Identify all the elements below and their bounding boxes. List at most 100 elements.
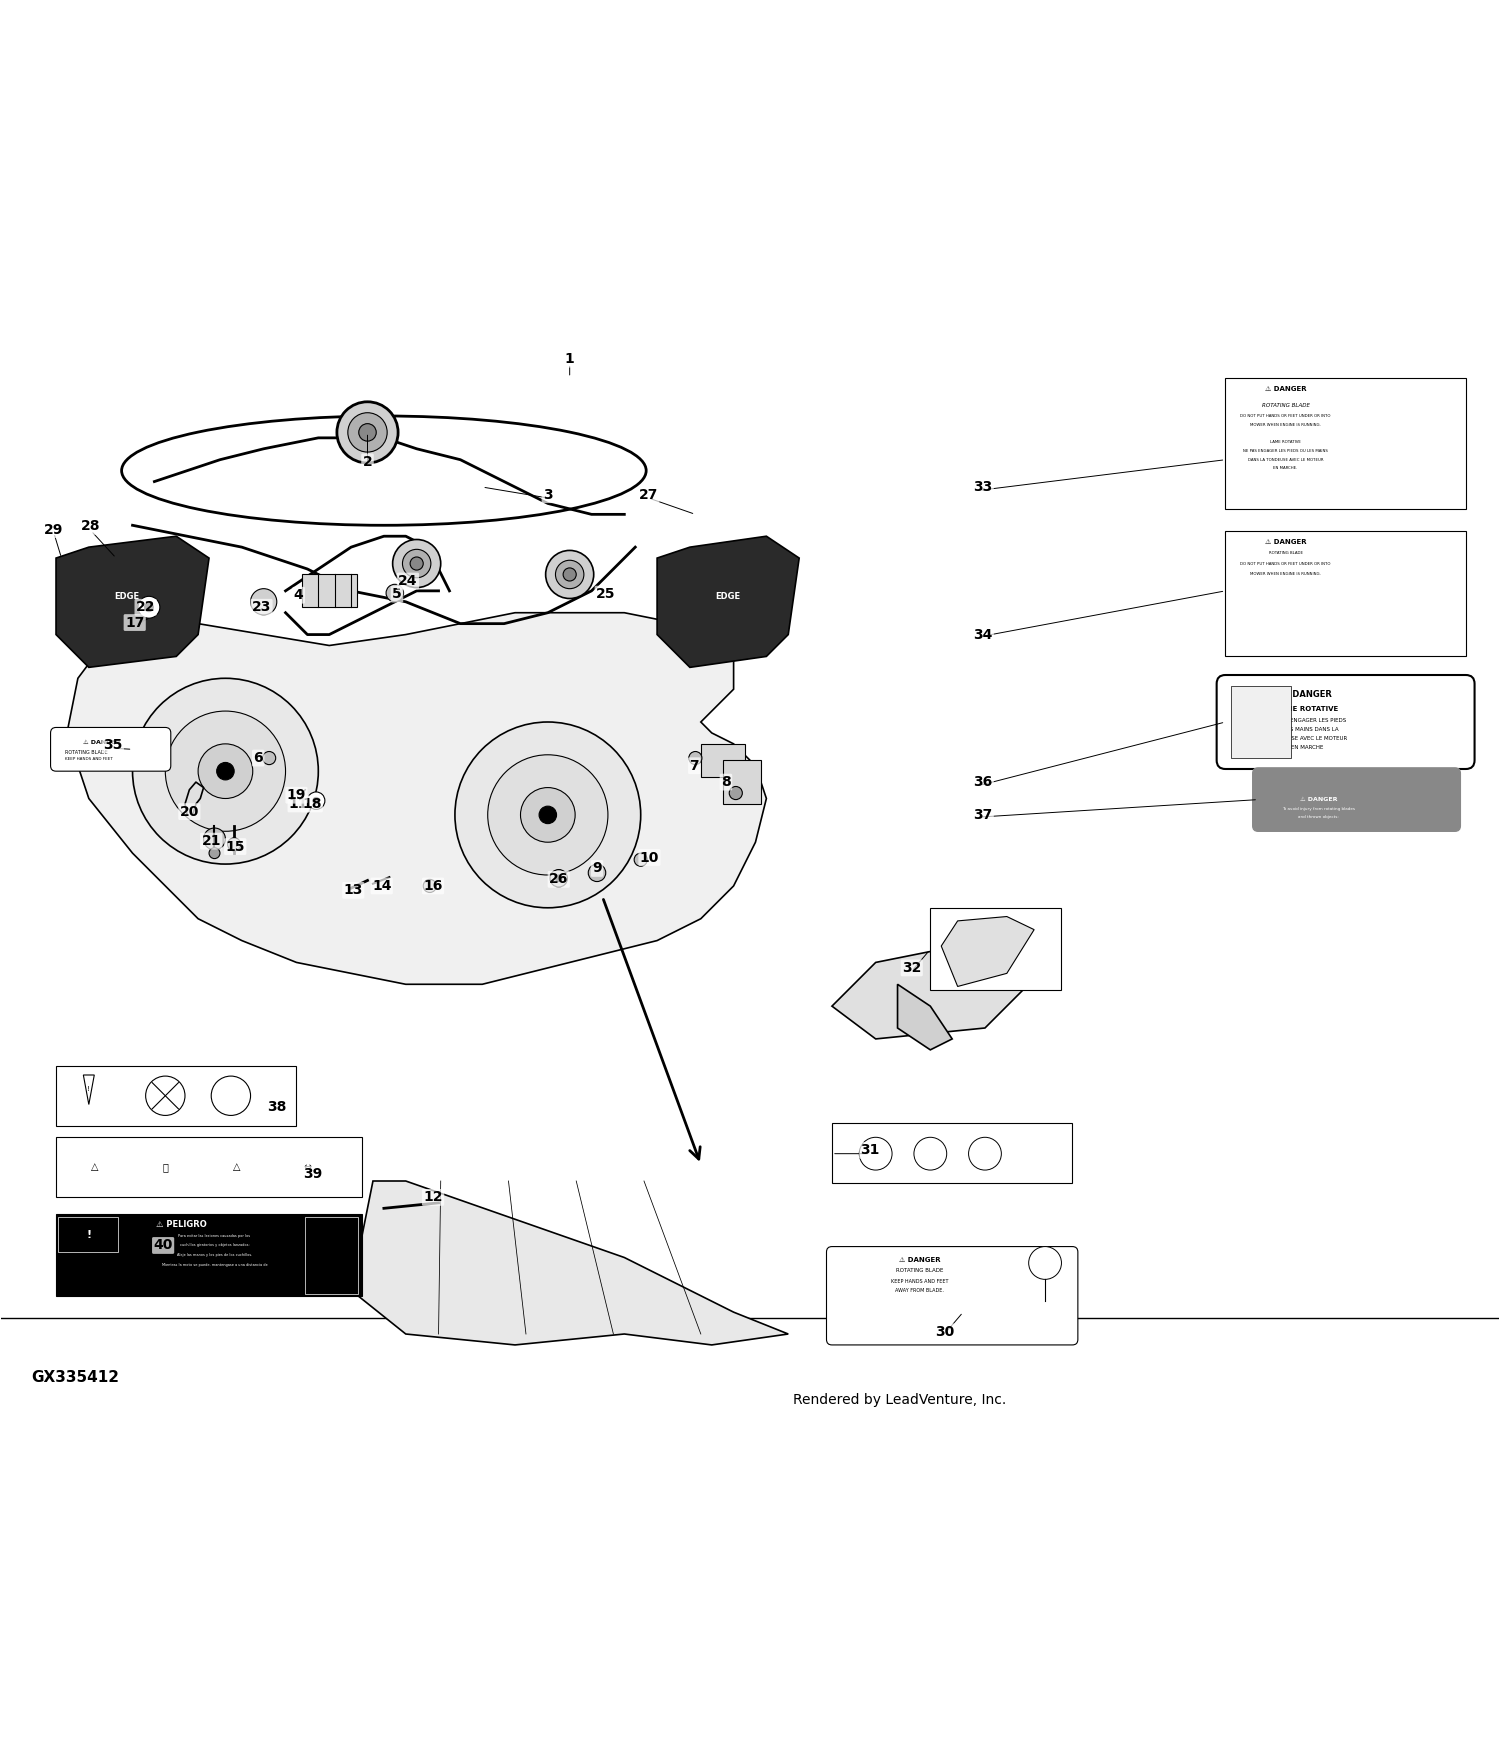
Circle shape [969,1138,1002,1171]
Text: EN MARCHE.: EN MARCHE. [1274,467,1298,471]
Circle shape [308,793,326,810]
Circle shape [348,413,387,452]
Text: ⚠ DANGER: ⚠ DANGER [84,740,122,746]
FancyArrowPatch shape [603,900,700,1158]
Text: EDGE: EDGE [114,592,140,600]
Text: ↔: ↔ [303,1162,312,1172]
Bar [700,744,744,777]
Circle shape [488,754,608,875]
Text: MOWER WHEN ENGINE IS RUNNING.: MOWER WHEN ENGINE IS RUNNING. [1250,572,1322,576]
Text: GX335412: GX335412 [32,1370,120,1386]
Circle shape [204,828,225,850]
Text: 28: 28 [81,520,100,534]
FancyBboxPatch shape [51,728,171,772]
Text: ROTATING BLADE: ROTATING BLADE [64,751,108,754]
Text: DANS LA TONDEUSE AVEC LE MOTEUR: DANS LA TONDEUSE AVEC LE MOTEUR [1248,458,1323,462]
Circle shape [423,878,436,892]
Polygon shape [56,536,208,667]
Text: NE PAS ENGAGER LES PIEDS OU LES MAINS: NE PAS ENGAGER LES PIEDS OU LES MAINS [1244,450,1328,453]
Text: 19: 19 [286,788,306,802]
Circle shape [1029,1246,1062,1279]
Text: 33: 33 [974,480,993,494]
Bar [1232,686,1292,758]
Text: ROTATING BLADE: ROTATING BLADE [1269,551,1302,555]
Text: cuchillos giratorios y objetos lanzados:: cuchillos giratorios y objetos lanzados: [180,1244,249,1248]
Text: 22: 22 [136,600,156,614]
Text: 37: 37 [974,808,993,822]
Text: 3: 3 [543,488,552,502]
Text: EN MARCHE: EN MARCHE [1292,746,1323,749]
Text: 17: 17 [124,616,144,630]
Text: 12: 12 [423,1190,442,1204]
Bar [58,1216,118,1251]
Text: 🔧: 🔧 [162,1162,168,1172]
Circle shape [410,556,423,570]
Text: Aleje las manos y los pies de los cuchillos.: Aleje las manos y los pies de los cuchil… [177,1253,252,1256]
Bar [56,1066,297,1127]
Bar [1226,378,1466,509]
FancyBboxPatch shape [1216,676,1474,768]
Text: 39: 39 [303,1167,322,1181]
Text: 1: 1 [566,352,574,366]
FancyBboxPatch shape [1252,768,1461,831]
Circle shape [216,763,234,780]
Circle shape [146,1076,184,1115]
Circle shape [209,847,220,859]
Circle shape [555,560,584,588]
Text: 25: 25 [596,588,615,602]
Text: 7: 7 [690,760,699,774]
Bar [930,908,1062,990]
Text: 11: 11 [290,796,309,810]
Text: 6: 6 [254,751,262,765]
Text: NE PAS ENGAGER LES PIEDS: NE PAS ENGAGER LES PIEDS [1269,719,1346,723]
Text: 40: 40 [153,1239,173,1253]
Circle shape [454,723,640,908]
Text: 31: 31 [861,1143,880,1157]
Text: ROTATING BLADE: ROTATING BLADE [1262,402,1310,408]
Text: Mientras la moto se puede, mantengase a una distancia de: Mientras la moto se puede, mantengase a … [162,1264,267,1267]
Text: ⚠ PELIGRO: ⚠ PELIGRO [156,1220,207,1228]
Text: and thrown objects:: and thrown objects: [1298,816,1338,819]
Text: 21: 21 [201,835,220,849]
Text: 2: 2 [363,455,372,469]
Circle shape [520,788,574,842]
Text: KEEP HANDS AND FEET: KEEP HANDS AND FEET [891,1279,948,1284]
Text: 23: 23 [252,600,272,614]
Bar [723,760,760,803]
Text: 35: 35 [104,738,123,752]
Text: AWAY FROM BLADE.: AWAY FROM BLADE. [896,1288,944,1293]
Text: 16: 16 [423,878,442,892]
Text: 20: 20 [180,805,200,819]
Text: To avoid injury from rotating blades: To avoid injury from rotating blades [1282,807,1354,812]
Bar [833,1124,1072,1183]
Circle shape [546,551,594,598]
Polygon shape [833,940,1029,1040]
Bar [302,574,357,607]
Circle shape [393,539,441,588]
Text: 29: 29 [44,523,63,537]
Bar [304,1216,357,1293]
Circle shape [402,550,430,578]
Text: DO NOT PUT HANDS OR FEET UNDER OR INTO: DO NOT PUT HANDS OR FEET UNDER OR INTO [1240,562,1330,565]
Text: △: △ [90,1162,98,1172]
Text: 30: 30 [934,1325,954,1339]
Text: MOWER WHEN ENGINE IS RUNNING.: MOWER WHEN ENGINE IS RUNNING. [1250,424,1322,427]
Polygon shape [351,1181,789,1346]
Circle shape [729,786,742,800]
Text: 36: 36 [974,775,993,789]
Circle shape [211,1076,250,1115]
Text: 27: 27 [639,488,658,502]
Text: 32: 32 [902,961,921,975]
Text: !: ! [87,1087,90,1092]
Text: 15: 15 [225,840,245,854]
Circle shape [251,588,278,614]
Text: 26: 26 [549,872,568,886]
Polygon shape [897,984,952,1050]
Text: EDGE: EDGE [716,592,741,600]
Text: 5: 5 [392,588,402,602]
Polygon shape [657,536,800,667]
Text: 14: 14 [372,878,392,892]
Text: LAME ROTATIVE: LAME ROTATIVE [1270,441,1300,444]
Text: 10: 10 [640,850,658,864]
Bar [1226,530,1466,656]
